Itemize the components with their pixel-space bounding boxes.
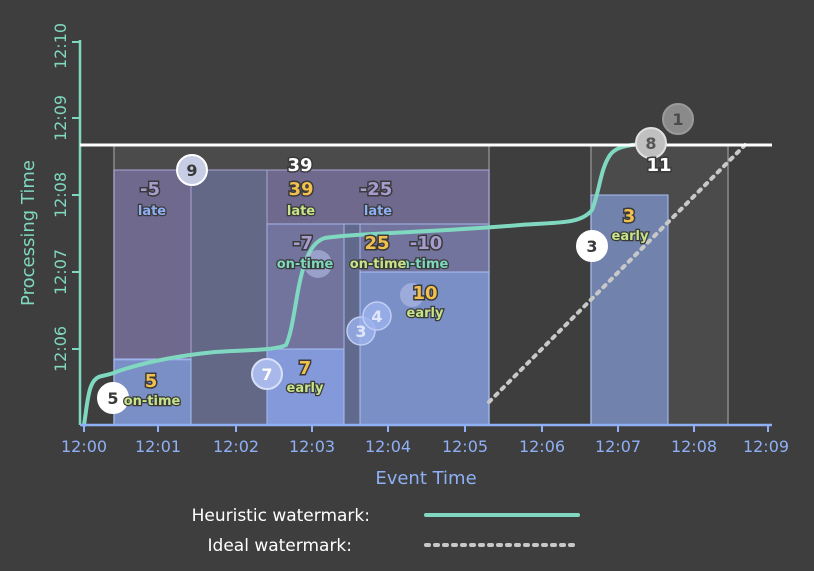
x-axis-title: Event Time [375, 468, 476, 489]
bubble-label: 8 [645, 134, 656, 153]
bubble-4-faded: 4 [362, 301, 392, 331]
pane-early-c [359, 271, 490, 426]
pane-late-c [266, 169, 490, 225]
x-tick-labels: 12:00 12:01 12:02 12:03 12:04 12:05 12:0… [61, 437, 789, 456]
legend-ideal-label: Ideal watermark: [208, 536, 352, 556]
pane-value-labels: -5 late 39 late -25 late -7 on-time -10 … [122, 178, 650, 411]
x-tick-label: 12:09 [743, 437, 789, 456]
tag-early: early [287, 381, 324, 396]
x-tick-label: 12:06 [519, 437, 565, 456]
tag-on-time: on-time [350, 257, 407, 272]
tag-on-time: on-time [124, 394, 181, 409]
ideal-watermark-line [487, 143, 747, 404]
y-tick-marks [72, 41, 80, 350]
tag-late: late [287, 204, 315, 219]
pane-total-39: 39 [287, 155, 312, 176]
value-7: 7 [299, 358, 312, 379]
x-tick-marks [83, 425, 769, 432]
x-tick-label: 12:05 [442, 437, 488, 456]
pane-late-a [113, 169, 192, 361]
x-tick-label: 12:04 [365, 437, 411, 456]
bubble-8: 8 [635, 127, 667, 159]
tag-late: late [138, 204, 166, 219]
y-tick-label: 12:06 [51, 326, 70, 372]
x-tick-label: 12:07 [595, 437, 641, 456]
y-tick-label: 12:08 [51, 172, 70, 218]
bubble-9: 9 [176, 154, 208, 186]
bubble-3: 3 [576, 230, 608, 262]
pane-total-11: 11 [646, 155, 671, 176]
value-25: 25 [364, 233, 389, 254]
bubble-label: 7 [261, 365, 272, 384]
x-tick-label: 12:03 [289, 437, 335, 456]
bubble-faint [304, 250, 424, 307]
value-5: 5 [145, 371, 158, 392]
y-tick-label: 12:09 [51, 95, 70, 141]
value-39: 39 [288, 179, 313, 200]
x-tick-label: 12:01 [135, 437, 181, 456]
bubble-label: 9 [186, 161, 197, 180]
element-bubbles: 9 5 7 3 4 3 8 1 [97, 103, 694, 414]
bubble-label: 3 [586, 237, 597, 256]
y-tick-labels: 12:06 12:07 12:08 12:09 12:10 [51, 23, 70, 372]
tag-early: early [407, 306, 444, 321]
value-10: 10 [412, 283, 437, 304]
tag-on-time: on-time [392, 257, 449, 272]
y-tick-label: 12:10 [51, 23, 70, 69]
value-minus-25: -25 [360, 179, 393, 200]
bubble-label: 4 [371, 307, 382, 326]
x-tick-label: 12:00 [61, 437, 107, 456]
bubble-label: 1 [672, 110, 683, 129]
value-minus-10: -10 [410, 233, 443, 254]
tag-on-time: on-time [277, 257, 334, 272]
pane-late-b [190, 169, 268, 426]
value-minus-7: -7 [293, 233, 313, 254]
bubble-7: 7 [251, 358, 283, 390]
bubble-5: 5 [97, 382, 129, 414]
legend-heuristic-label: Heuristic watermark: [192, 506, 370, 526]
axes: 12:00 12:01 12:02 12:03 12:04 12:05 12:0… [18, 23, 789, 489]
bubble-label: 3 [355, 322, 366, 341]
tag-late: late [364, 204, 392, 219]
x-tick-label: 12:08 [671, 437, 717, 456]
y-axis-title: Processing Time [18, 160, 39, 306]
y-tick-label: 12:07 [51, 249, 70, 295]
tag-early: early [612, 229, 649, 244]
bubble-label: 5 [107, 389, 118, 408]
value-3: 3 [623, 206, 636, 227]
value-minus-5: -5 [140, 179, 160, 200]
legend: Heuristic watermark: Ideal watermark: [192, 506, 580, 556]
x-tick-label: 12:02 [213, 437, 259, 456]
bubble-1: 1 [662, 103, 694, 135]
